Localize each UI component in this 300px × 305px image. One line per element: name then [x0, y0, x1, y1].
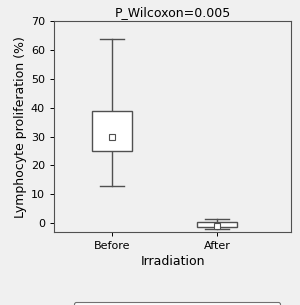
Title: P_Wilcoxon=0.005: P_Wilcoxon=0.005	[114, 6, 231, 19]
Bar	[92, 111, 132, 151]
Y-axis label: Lymphocyte proliferation (%): Lymphocyte proliferation (%)	[14, 36, 27, 217]
Legend: Median, 25%-75%, Min-Max: Median, 25%-75%, Min-Max	[74, 302, 280, 305]
Bar	[197, 222, 237, 228]
X-axis label: Irradiation: Irradiation	[140, 255, 205, 268]
